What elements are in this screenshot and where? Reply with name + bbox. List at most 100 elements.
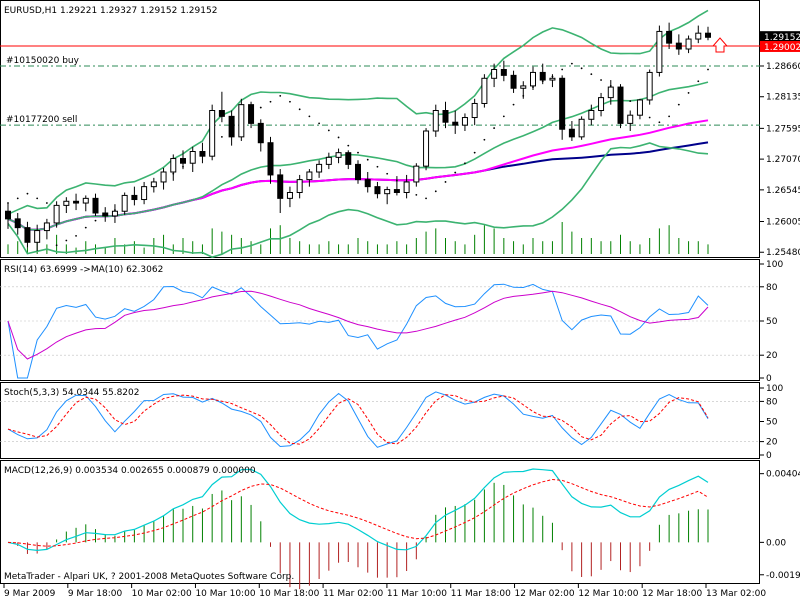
candle-bull <box>150 181 157 188</box>
sar-point <box>366 158 369 161</box>
alert-arrow-icon <box>711 37 729 53</box>
candle-bear <box>73 200 80 204</box>
candle-bull <box>461 117 468 126</box>
candle-bull <box>43 222 50 232</box>
candle-bull <box>432 110 439 132</box>
price-tick-label: 1.28135 <box>766 93 800 103</box>
stoch-tick-label: 50 <box>766 418 778 428</box>
candle-bear <box>102 212 109 217</box>
sar-point <box>84 226 87 229</box>
rsi-line <box>7 283 709 379</box>
candle-bear <box>131 194 138 201</box>
candle-bear <box>228 115 235 138</box>
candle-bull <box>121 194 128 212</box>
candle-bear <box>92 197 99 214</box>
candle-bear <box>218 110 225 117</box>
sar-point <box>55 244 58 247</box>
candle-bull <box>296 179 303 194</box>
candle-bull <box>607 86 614 99</box>
rsi-tick-label: 80 <box>766 283 778 293</box>
sar-point <box>269 100 272 103</box>
stoch-panel: Stoch(5,3,3) 54.0344 55.8202 <box>0 388 760 448</box>
sar-point <box>697 80 700 83</box>
macd-tick-label: -0.00191 <box>766 571 800 581</box>
candle-bear <box>442 110 449 123</box>
rsi-panel: RSI(14) 63.6999 ->MA(10) 62.3062 <box>0 265 760 379</box>
sar-point <box>45 202 48 204</box>
candle-bull <box>481 77 488 104</box>
time-tick-label: 10 Mar 02:00 <box>132 589 192 599</box>
candle-bear <box>568 128 575 138</box>
sar-point <box>298 108 301 111</box>
candle-bear <box>374 186 381 195</box>
macd-panel: MACD(12,26,9) 0.003534 0.002655 0.000879… <box>4 466 709 590</box>
sar-point <box>65 239 68 242</box>
candle-bear <box>24 227 31 243</box>
sar-point <box>289 100 291 103</box>
time-tick-label: 11 Mar 10:00 <box>387 589 447 599</box>
macd-label: MACD(12,26,9) 0.003534 0.002655 0.000879… <box>4 466 256 476</box>
sar-point <box>464 162 466 165</box>
time-tick-label: 11 Mar 18:00 <box>451 589 511 599</box>
candle-bear <box>617 86 624 124</box>
time-tick-label: 10 Mar 18:00 <box>259 589 319 599</box>
candle-bear <box>267 142 274 176</box>
candle-bear <box>199 151 206 157</box>
candle-bear <box>510 74 517 89</box>
price-tick-label: 1.26545 <box>766 186 800 196</box>
candle-bear <box>500 69 507 76</box>
candle-bear <box>705 32 711 38</box>
sar-point <box>454 171 457 174</box>
sar-point <box>512 103 515 106</box>
macd-tick-label: 0.00 <box>766 538 786 548</box>
sar-point <box>386 172 389 175</box>
candle-bull <box>63 200 70 206</box>
sar-point <box>16 197 19 200</box>
candle-bull <box>306 171 313 181</box>
sar-point <box>629 100 632 103</box>
price-tick-label: 1.26005 <box>766 217 800 227</box>
time-tick-label: 12 Mar 02:00 <box>515 589 575 599</box>
macd-signal-line <box>7 478 709 547</box>
candle-bull <box>636 99 643 116</box>
rsi-tick-label: 100 <box>766 260 783 270</box>
order-label: #10150020 buy <box>6 56 80 66</box>
sar-point <box>677 103 680 106</box>
sar-point <box>483 138 486 141</box>
candle-bull <box>491 69 498 79</box>
candle-bear <box>14 218 21 229</box>
sar-point <box>94 219 97 222</box>
candle-bear <box>452 121 459 126</box>
stoch-label: Stoch(5,3,3) 54.0344 55.8202 <box>4 388 139 398</box>
sar-point <box>415 193 418 196</box>
rsi-panel-frame <box>0 259 760 381</box>
sar-point <box>36 197 39 200</box>
candle-bear <box>539 71 546 81</box>
sar-point <box>425 197 427 200</box>
time-tick-label: 9 Mar 2009 <box>4 589 56 599</box>
candle-bear <box>364 179 371 188</box>
sar-point <box>308 115 311 118</box>
bid-price-label: 1.29152 <box>764 33 800 43</box>
candles <box>5 22 711 252</box>
sar-point <box>376 165 379 168</box>
copyright: MetaTrader - Alpari UK, ? 2001-2008 Meta… <box>4 572 294 582</box>
sar-point <box>687 92 690 94</box>
candle-bull <box>53 204 60 224</box>
sar-point <box>502 115 505 118</box>
sar-point <box>580 67 583 70</box>
stoch-d-line <box>7 394 709 445</box>
candle-bull <box>646 71 653 101</box>
candle-bull <box>209 110 216 157</box>
candle-bear <box>5 210 11 220</box>
sar-point <box>279 94 282 97</box>
stoch-k-line <box>7 391 709 448</box>
y-axes: 1.28660 1.28135 1.27595 1.27070 1.26545 1.260… <box>760 31 800 581</box>
sar-point <box>668 115 671 118</box>
time-tick-label: 13 Mar 02:00 <box>706 589 766 599</box>
candle-bear <box>675 42 682 50</box>
price-panel: #10150020 buy #10177200 sell EURUSD,H1 1.… <box>0 6 760 258</box>
stoch-tick-label: 100 <box>766 384 783 394</box>
candle-bull <box>413 165 420 183</box>
sar-point <box>347 144 350 147</box>
